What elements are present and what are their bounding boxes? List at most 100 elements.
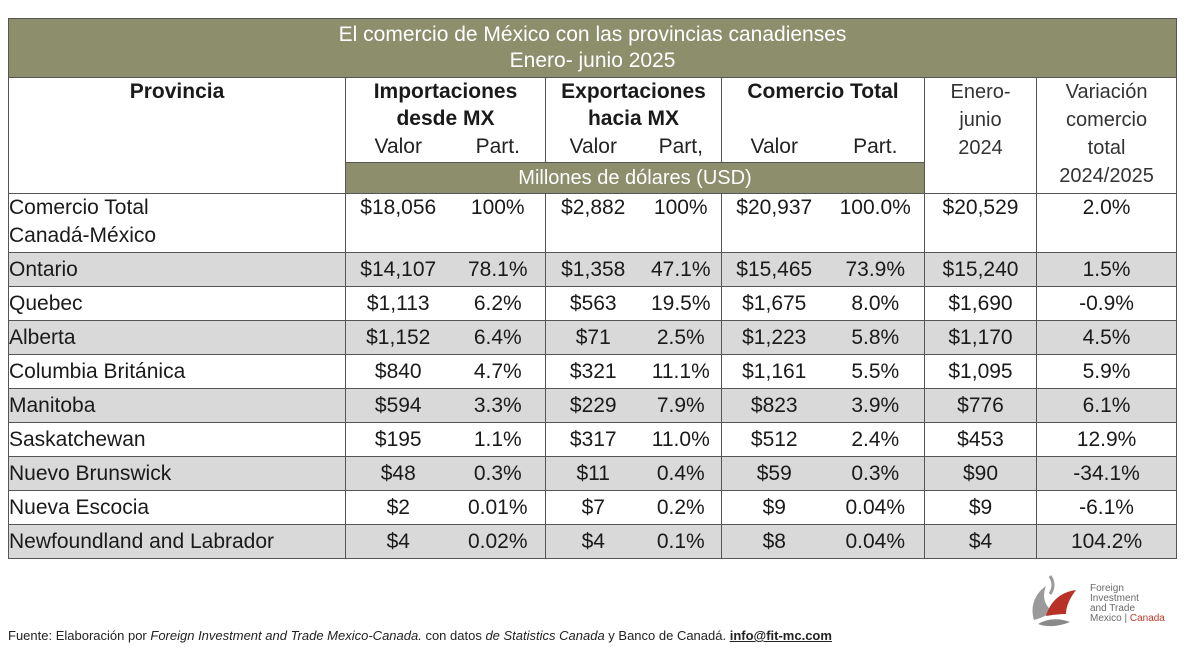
cell-com-part: 100.0% — [826, 193, 925, 253]
table-row: Quebec $1,113 6.2% $563 19.5% $1,675 8.0… — [8, 286, 1178, 321]
cell-imp-valor: $1,113 — [345, 286, 451, 321]
cell-imp-part: 78.1% — [450, 252, 546, 287]
table-row: Newfoundland and Labrador $4 0.02% $4 0.… — [8, 524, 1178, 559]
cell-variacion: 12.9% — [1035, 422, 1178, 457]
cell-variacion: 2.0% — [1035, 193, 1178, 253]
cell-ene-jun-2024: $776 — [924, 388, 1037, 423]
title-line-2: Enero- junio 2025 — [509, 49, 676, 72]
cell-exp-part: 0.4% — [640, 456, 722, 491]
cell-com-valor: $15,465 — [721, 252, 827, 287]
subheader-valor: Valor — [545, 132, 641, 163]
cell-imp-part: 0.01% — [450, 490, 546, 525]
row-name: Nueva Escocia — [8, 490, 346, 525]
cell-com-valor: $1,161 — [721, 354, 827, 389]
table-row: Nuevo Brunswick $48 0.3% $11 0.4% $59 0.… — [8, 456, 1178, 491]
row-name: Saskatchewan — [8, 422, 346, 457]
table-row-total: Comercio Total Canadá-México $18,056 100… — [8, 193, 1178, 253]
cell-variacion: 104.2% — [1035, 524, 1178, 559]
cell-exp-part: 47.1% — [640, 252, 722, 287]
row-name: Ontario — [8, 252, 346, 287]
cell-exp-valor: $4 — [545, 524, 641, 559]
cell-com-part: 73.9% — [826, 252, 925, 287]
cell-imp-valor: $840 — [345, 354, 451, 389]
cell-imp-part: 4.7% — [450, 354, 546, 389]
cell-com-part: 5.8% — [826, 320, 925, 355]
row-name: Comercio Total Canadá-México — [8, 193, 346, 253]
cell-exp-valor: $7 — [545, 490, 641, 525]
cell-com-valor: $823 — [721, 388, 827, 423]
cell-com-part: 3.9% — [826, 388, 925, 423]
cell-ene-jun-2024: $1,095 — [924, 354, 1037, 389]
cell-imp-valor: $48 — [345, 456, 451, 491]
trade-table: El comercio de México con las provincias… — [7, 18, 1178, 559]
cell-com-part: 5.5% — [826, 354, 925, 389]
cell-imp-valor: $195 — [345, 422, 451, 457]
cell-ene-jun-2024: $1,170 — [924, 320, 1037, 355]
cell-imp-part: 0.02% — [450, 524, 546, 559]
cell-com-valor: $59 — [721, 456, 827, 491]
cell-com-part: 0.04% — [826, 490, 925, 525]
units-banner: Millones de dólares (USD) — [345, 162, 925, 194]
cell-ene-jun-2024: $9 — [924, 490, 1037, 525]
header-enero-junio-2024: Enero- junio 2024 — [924, 77, 1037, 194]
fit-logo: Foreign Investment and Trade Mexico | Ca… — [1020, 568, 1185, 638]
cell-variacion: -6.1% — [1035, 490, 1178, 525]
eagle-leaf-logo-icon — [1032, 575, 1076, 627]
cell-ene-jun-2024: $1,690 — [924, 286, 1037, 321]
cell-imp-part: 3.3% — [450, 388, 546, 423]
cell-variacion: 5.9% — [1035, 354, 1178, 389]
cell-exp-part: 0.1% — [640, 524, 722, 559]
cell-variacion: 6.1% — [1035, 388, 1178, 423]
email-link[interactable]: info@fit-mc.com — [729, 628, 832, 643]
cell-exp-part: 2.5% — [640, 320, 722, 355]
cell-exp-valor: $321 — [545, 354, 641, 389]
table-row: Alberta $1,152 6.4% $71 2.5% $1,223 5.8%… — [8, 320, 1178, 355]
subheader-part: Part, — [640, 132, 722, 163]
header-comercio-total: Comercio Total — [721, 77, 925, 132]
cell-exp-valor: $71 — [545, 320, 641, 355]
cell-exp-valor: $11 — [545, 456, 641, 491]
cell-com-valor: $8 — [721, 524, 827, 559]
cell-com-valor: $1,675 — [721, 286, 827, 321]
cell-com-valor: $1,223 — [721, 320, 827, 355]
header-variacion: Variación comercio total 2024/2025 — [1035, 77, 1178, 194]
cell-exp-valor: $2,882 — [545, 193, 641, 253]
cell-exp-part: 0.2% — [640, 490, 722, 525]
cell-exp-part: 19.5% — [640, 286, 722, 321]
cell-ene-jun-2024: $4 — [924, 524, 1037, 559]
cell-imp-valor: $594 — [345, 388, 451, 423]
cell-com-valor: $512 — [721, 422, 827, 457]
row-name: Columbia Británica — [8, 354, 346, 389]
cell-exp-valor: $317 — [545, 422, 641, 457]
cell-exp-valor: $229 — [545, 388, 641, 423]
row-name: Newfoundland and Labrador — [8, 524, 346, 559]
cell-variacion: 4.5% — [1035, 320, 1178, 355]
cell-imp-valor: $4 — [345, 524, 451, 559]
cell-exp-valor: $563 — [545, 286, 641, 321]
table-row: Nueva Escocia $2 0.01% $7 0.2% $9 0.04% … — [8, 490, 1178, 525]
cell-imp-part: 6.4% — [450, 320, 546, 355]
cell-variacion: 1.5% — [1035, 252, 1178, 287]
table-row: Columbia Británica $840 4.7% $321 11.1% … — [8, 354, 1178, 389]
row-name: Alberta — [8, 320, 346, 355]
cell-imp-part: 6.2% — [450, 286, 546, 321]
subheader-part: Part. — [826, 132, 925, 163]
cell-exp-part: 100% — [640, 193, 722, 253]
cell-exp-part: 7.9% — [640, 388, 722, 423]
cell-com-part: 0.3% — [826, 456, 925, 491]
cell-imp-part: 100% — [450, 193, 546, 253]
cell-com-part: 0.04% — [826, 524, 925, 559]
cell-imp-valor: $18,056 — [345, 193, 451, 253]
cell-exp-part: 11.0% — [640, 422, 722, 457]
subheader-valor: Valor — [345, 132, 451, 163]
title-line-1: El comercio de México con las provincias… — [338, 23, 847, 46]
cell-imp-valor: $2 — [345, 490, 451, 525]
cell-com-part: 8.0% — [826, 286, 925, 321]
cell-imp-part: 1.1% — [450, 422, 546, 457]
table-row: Ontario $14,107 78.1% $1,358 47.1% $15,4… — [8, 252, 1178, 287]
cell-imp-valor: $14,107 — [345, 252, 451, 287]
cell-exp-part: 11.1% — [640, 354, 722, 389]
cell-ene-jun-2024: $20,529 — [924, 193, 1037, 253]
cell-variacion: -34.1% — [1035, 456, 1178, 491]
logo-text: Foreign Investment and Trade Mexico | Ca… — [1090, 583, 1165, 624]
